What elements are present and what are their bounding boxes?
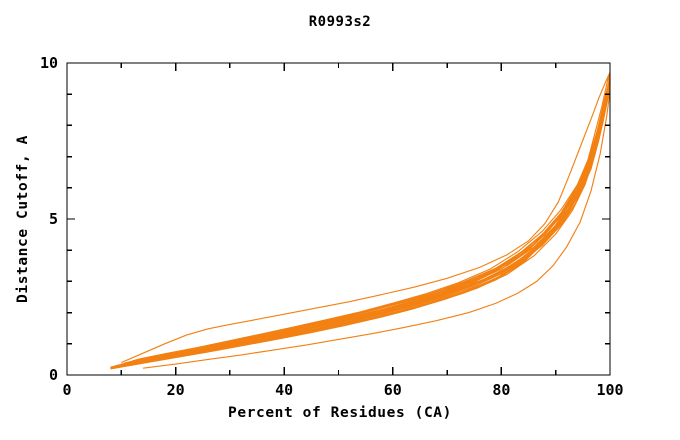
series-line — [110, 80, 611, 370]
y-tick-label: 0 — [49, 366, 58, 384]
series-line — [121, 72, 611, 364]
x-tick-label: 100 — [596, 381, 623, 399]
series-line — [110, 81, 611, 369]
y-axis-label: Distance Cutoff, A — [15, 135, 31, 303]
x-tick-label: 20 — [167, 381, 185, 399]
plot-border — [66, 62, 611, 376]
series-line — [140, 80, 611, 360]
x-axis-label: Percent of Residues (CA) — [228, 405, 452, 421]
plot-frame — [66, 62, 611, 376]
series-line — [118, 81, 611, 367]
x-tick-label: 0 — [62, 381, 71, 399]
series-line — [118, 76, 611, 367]
x-tick-label: 60 — [384, 381, 402, 399]
series-line — [110, 72, 611, 368]
series-layer — [110, 72, 611, 370]
y-tick-label: 5 — [49, 210, 58, 228]
series-line — [113, 84, 611, 369]
series-line — [113, 83, 611, 369]
series-line — [113, 84, 611, 370]
series-line — [118, 76, 611, 367]
x-tick-label: 40 — [275, 381, 293, 399]
series-line — [115, 78, 611, 368]
series-line — [123, 83, 611, 365]
series-line — [121, 78, 611, 366]
x-tick-label: 80 — [492, 381, 510, 399]
series-line — [115, 73, 611, 368]
page-title: R0993s2 — [309, 14, 372, 30]
axis-tick-labels: 0 20 40 60 80 100 0 5 10 — [40, 54, 624, 399]
series-line — [110, 87, 611, 370]
series-line — [115, 78, 611, 367]
y-tick-label: 10 — [40, 54, 58, 72]
series-line — [142, 91, 611, 369]
axis-ticks — [66, 62, 611, 376]
